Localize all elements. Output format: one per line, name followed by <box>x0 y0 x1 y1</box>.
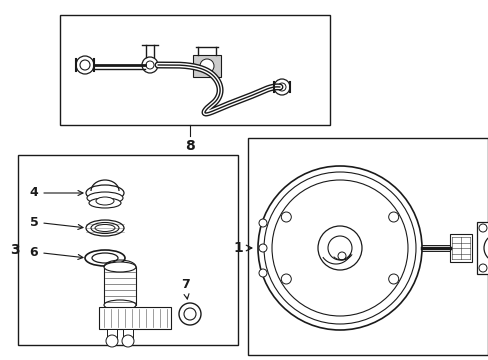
Bar <box>107 329 117 341</box>
Circle shape <box>106 335 118 347</box>
Bar <box>193 55 221 77</box>
Ellipse shape <box>95 225 115 231</box>
Ellipse shape <box>85 250 125 266</box>
Circle shape <box>281 212 291 222</box>
Ellipse shape <box>87 192 123 204</box>
Text: 5: 5 <box>30 216 83 229</box>
Text: 7: 7 <box>180 279 189 299</box>
Circle shape <box>122 335 134 347</box>
Bar <box>476 222 488 274</box>
Bar <box>60 15 329 125</box>
Ellipse shape <box>96 197 114 205</box>
Ellipse shape <box>86 220 124 236</box>
Circle shape <box>273 79 289 95</box>
Text: 8: 8 <box>185 139 195 153</box>
Circle shape <box>478 264 486 272</box>
Circle shape <box>388 274 398 284</box>
Circle shape <box>259 244 266 252</box>
Circle shape <box>281 274 291 284</box>
Text: 4: 4 <box>30 186 83 199</box>
Ellipse shape <box>92 253 118 263</box>
Ellipse shape <box>104 262 136 272</box>
Circle shape <box>258 166 421 330</box>
Circle shape <box>483 234 488 262</box>
Circle shape <box>259 269 266 277</box>
Bar <box>123 329 133 341</box>
Circle shape <box>478 224 486 232</box>
Bar <box>449 234 471 262</box>
Bar <box>104 267 136 305</box>
Text: 2: 2 <box>0 359 1 360</box>
Circle shape <box>259 219 266 227</box>
Circle shape <box>200 59 214 73</box>
Text: 6: 6 <box>30 246 83 260</box>
Circle shape <box>179 303 201 325</box>
Bar <box>247 138 487 355</box>
Text: 1: 1 <box>233 241 251 255</box>
Text: 3: 3 <box>10 243 20 257</box>
Bar <box>18 155 238 345</box>
Circle shape <box>317 226 361 270</box>
Ellipse shape <box>86 185 124 201</box>
Bar <box>99 307 171 329</box>
Ellipse shape <box>104 300 136 310</box>
Ellipse shape <box>91 222 119 234</box>
Ellipse shape <box>89 198 121 208</box>
Circle shape <box>388 212 398 222</box>
